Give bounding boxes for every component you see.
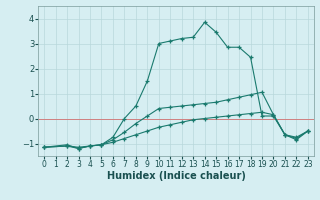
X-axis label: Humidex (Indice chaleur): Humidex (Indice chaleur) xyxy=(107,171,245,181)
